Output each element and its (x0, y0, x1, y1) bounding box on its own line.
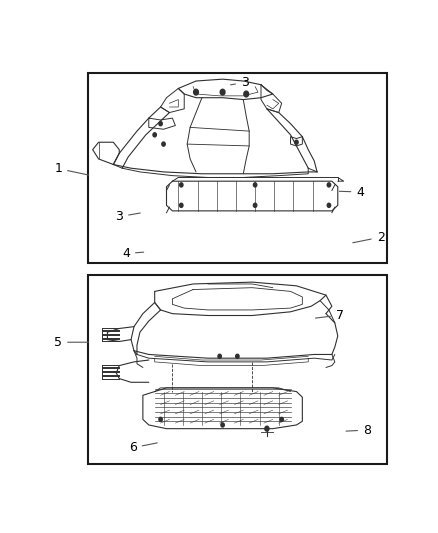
Circle shape (236, 354, 239, 358)
Circle shape (162, 142, 165, 146)
Circle shape (220, 89, 225, 95)
Circle shape (159, 122, 162, 126)
Text: 8: 8 (346, 424, 371, 437)
Text: 4: 4 (122, 247, 144, 260)
Bar (88, 74, 387, 263)
Circle shape (327, 203, 331, 207)
Circle shape (221, 423, 224, 427)
Text: 6: 6 (129, 441, 157, 454)
Text: 4: 4 (339, 185, 364, 198)
Text: 7: 7 (315, 309, 344, 321)
Circle shape (194, 89, 198, 95)
Circle shape (327, 183, 331, 187)
Text: 5: 5 (54, 336, 88, 349)
Circle shape (254, 203, 257, 207)
Circle shape (244, 91, 249, 97)
Circle shape (280, 417, 283, 422)
Text: 3: 3 (230, 76, 249, 89)
Circle shape (159, 417, 162, 422)
Text: 2: 2 (353, 231, 385, 244)
Circle shape (295, 140, 298, 144)
Circle shape (180, 203, 183, 207)
Text: 3: 3 (115, 210, 140, 223)
Text: 1: 1 (54, 162, 88, 175)
Circle shape (153, 133, 156, 137)
Circle shape (218, 354, 221, 358)
Circle shape (180, 183, 183, 187)
Circle shape (265, 426, 269, 431)
Bar (88, 274, 387, 464)
Circle shape (254, 183, 257, 187)
